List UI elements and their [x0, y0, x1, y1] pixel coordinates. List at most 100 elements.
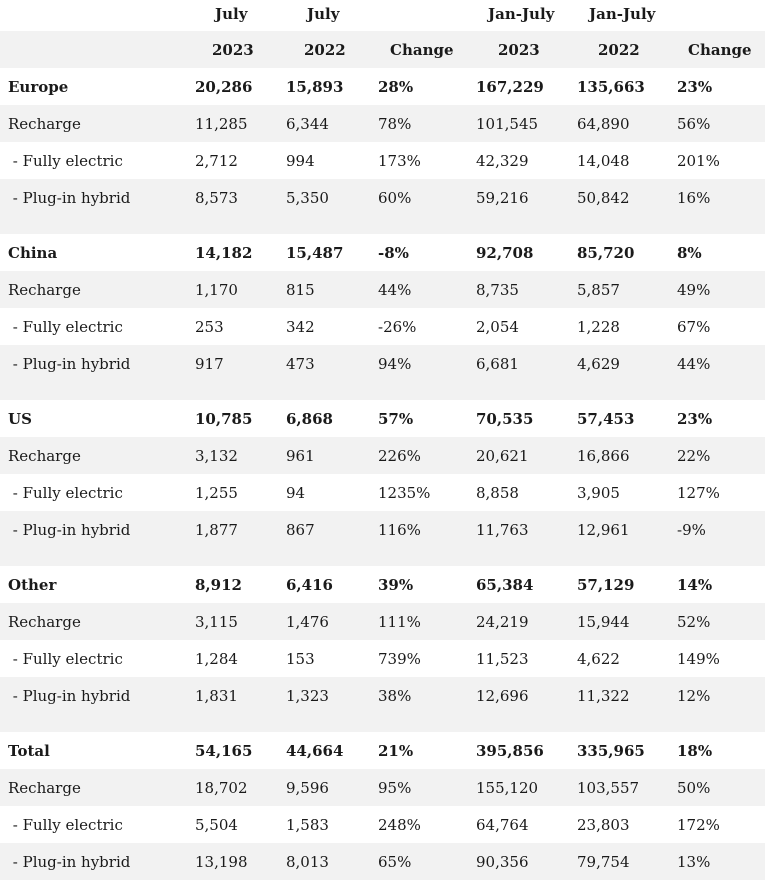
table-cell: 12,696	[476, 686, 529, 705]
row-label: Recharge	[8, 280, 81, 299]
row-label: - Fully electric	[8, 483, 123, 502]
header-row-years: 2023 2022 Change 2023 2022 Change	[0, 31, 765, 68]
region-cell: 57,453	[577, 409, 635, 428]
table-cell: 1,877	[195, 520, 238, 539]
row-label: - Fully electric	[8, 317, 123, 336]
header-row-months: July July Jan-July Jan-July	[0, 0, 765, 31]
table-cell: 103,557	[577, 778, 640, 797]
table-row: - Fully electric 1,255 94 1235% 8,858 3,905 12…	[0, 474, 765, 511]
region-cell: 395,856	[476, 741, 544, 760]
table-cell: 8,573	[195, 188, 238, 207]
table-cell: 5,350	[286, 188, 329, 207]
region-cell: 6,868	[286, 409, 333, 428]
table-cell: 44%	[677, 354, 711, 373]
region-cell: 28%	[378, 77, 414, 96]
table-row: - Fully electric 2,712 994 173% 42,329 14,048…	[0, 142, 765, 179]
table-cell: 94%	[378, 354, 412, 373]
table-cell: 14,048	[577, 151, 630, 170]
header-ytd-2023: 2023	[498, 40, 540, 59]
table-cell: 1,255	[195, 483, 238, 502]
region-name: Total	[8, 741, 50, 760]
table-cell: 815	[286, 280, 315, 299]
table-cell: 49%	[677, 280, 711, 299]
table-row: - Plug-in hybrid 1,831 1,323 38% 12,696 11,32…	[0, 677, 765, 714]
section-divider	[0, 216, 765, 234]
table-cell: 201%	[677, 151, 720, 170]
table-cell: 95%	[378, 778, 412, 797]
table-cell: 6,681	[476, 354, 519, 373]
table-row: Recharge 1,170 815 44% 8,735 5,857 49%	[0, 271, 765, 308]
table-cell: 13%	[677, 852, 711, 871]
table-row: - Fully electric 253 342 -26% 2,054 1,228 67%	[0, 308, 765, 345]
table-cell: 127%	[677, 483, 720, 502]
header-ytd-change: Change	[688, 40, 752, 59]
table-cell: 342	[286, 317, 315, 336]
table-cell: 149%	[677, 649, 720, 668]
region-cell: 14,182	[195, 243, 253, 262]
table-cell: 60%	[378, 188, 412, 207]
table-cell: 13,198	[195, 852, 248, 871]
table-cell: 2,712	[195, 151, 238, 170]
region-cell: 57,129	[577, 575, 635, 594]
table-cell: 12%	[677, 686, 711, 705]
row-label: - Fully electric	[8, 815, 123, 834]
region-cell: 23%	[677, 409, 713, 428]
table-cell: 23,803	[577, 815, 630, 834]
table-row: Recharge 3,115 1,476 111% 24,219 15,944 52%	[0, 603, 765, 640]
region-cell: 6,416	[286, 575, 333, 594]
table-cell: 52%	[677, 612, 711, 631]
region-cell: 70,535	[476, 409, 534, 428]
table-cell: 16%	[677, 188, 711, 207]
table-cell: 5,857	[577, 280, 620, 299]
table-cell: 1,228	[577, 317, 620, 336]
header-jan-july-2023: Jan-July	[488, 5, 555, 23]
row-label: Recharge	[8, 446, 81, 465]
table-cell: 65%	[378, 852, 412, 871]
table-cell: 155,120	[476, 778, 539, 797]
region-cell: 39%	[378, 575, 414, 594]
table-cell: 1,831	[195, 686, 238, 705]
table-row: - Fully electric 5,504 1,583 248% 64,764 23,8…	[0, 806, 765, 843]
header-jan-july-2022: Jan-July	[589, 5, 656, 23]
table-cell: 867	[286, 520, 315, 539]
header-year-2022: 2022	[304, 40, 346, 59]
region-cell: 8,912	[195, 575, 242, 594]
header-ytd-2022: 2022	[598, 40, 640, 59]
table-row: Recharge 18,702 9,596 95% 155,120 103,557 50%	[0, 769, 765, 806]
table-cell: 50,842	[577, 188, 630, 207]
section-divider	[0, 382, 765, 400]
table-cell: 994	[286, 151, 315, 170]
table-cell: 4,629	[577, 354, 620, 373]
region-cell: 15,487	[286, 243, 344, 262]
table-cell: 153	[286, 649, 315, 668]
table-cell: 1235%	[378, 483, 431, 502]
table-cell: 90,356	[476, 852, 529, 871]
table-cell: 3,905	[577, 483, 620, 502]
table-cell: 473	[286, 354, 315, 373]
region-cell: 92,708	[476, 243, 534, 262]
row-label: - Fully electric	[8, 151, 123, 170]
row-label: - Plug-in hybrid	[8, 686, 131, 705]
table-cell: 59,216	[476, 188, 529, 207]
table-cell: 917	[195, 354, 224, 373]
table-cell: 8,013	[286, 852, 329, 871]
row-label: Recharge	[8, 612, 81, 631]
table-cell: 64,890	[577, 114, 630, 133]
table-cell: 64,764	[476, 815, 529, 834]
row-label: Recharge	[8, 114, 81, 133]
table-row: - Plug-in hybrid 8,573 5,350 60% 59,216 50,84…	[0, 179, 765, 216]
table-row: Recharge 3,132 961 226% 20,621 16,866 22%	[0, 437, 765, 474]
table-body: Europe 20,286 15,893 28% 167,229 135,663 23% Re…	[0, 68, 765, 880]
table-cell: 38%	[378, 686, 412, 705]
table-cell: 4,622	[577, 649, 620, 668]
table-cell: -9%	[677, 520, 706, 539]
table-cell: 44%	[378, 280, 412, 299]
row-label: - Plug-in hybrid	[8, 852, 131, 871]
table-cell: 253	[195, 317, 224, 336]
table-cell: 11,763	[476, 520, 529, 539]
table-cell: 12,961	[577, 520, 630, 539]
row-label: Recharge	[8, 778, 81, 797]
region-name: China	[8, 243, 58, 262]
region-cell: 14%	[677, 575, 713, 594]
